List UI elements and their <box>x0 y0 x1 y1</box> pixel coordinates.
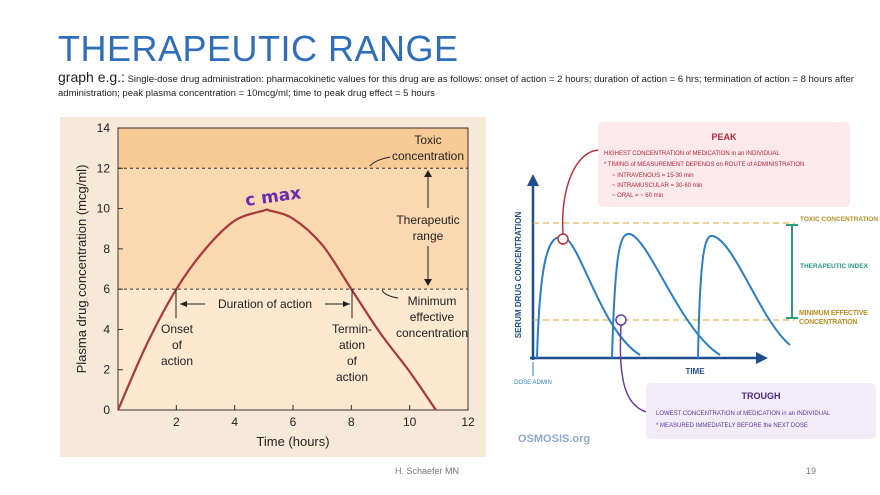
x-tick-label: 2 <box>173 415 180 429</box>
x-tick-label: 4 <box>231 415 238 429</box>
y-tick-label: 0 <box>103 403 110 417</box>
trough-marker <box>615 314 627 326</box>
trough-details: LOWEST CONCENTRATION of MEDICATION in an… <box>656 411 832 429</box>
therapeutic-index-label: THERAPEUTIC INDEX <box>800 263 869 270</box>
x-axis-label: Time (hours) <box>256 434 329 449</box>
zone-band <box>118 168 468 290</box>
x-tick-label: 6 <box>290 415 297 429</box>
x-axis-label: TIME <box>685 367 705 376</box>
y-tick-label: 4 <box>103 322 110 336</box>
peak-marker <box>557 233 569 245</box>
arrowhead-down <box>424 279 432 286</box>
toxic-pointer <box>369 156 391 167</box>
therapeutic-label: Therapeutic range <box>396 213 459 243</box>
arrowhead-left <box>180 301 187 307</box>
zone-band <box>118 128 468 169</box>
x-tick-label: 10 <box>403 415 417 429</box>
peak-box <box>598 122 850 207</box>
page-number: 19 <box>806 466 817 476</box>
peak-details: HIGHEST CONCENTRATION of MEDICATION in a… <box>604 151 806 199</box>
duration-label: Duration of action <box>218 297 312 311</box>
trough-title: TROUGH <box>742 391 781 401</box>
y-axis-label: Plasma drug concentration (mcg/ml) <box>74 165 89 374</box>
x-axis-arrow <box>756 352 768 364</box>
slide-subtitle: graph e.g.: Single-dose drug administrat… <box>58 70 858 101</box>
y-axis-label: SERUM DRUG CONCENTRATION <box>514 212 523 339</box>
trough-box <box>646 383 876 439</box>
duration-label-bg <box>205 297 325 311</box>
peak-title: PEAK <box>711 132 737 142</box>
osmosis-logo: OSMOSIS.org <box>518 433 590 445</box>
arrowhead-right <box>343 301 350 307</box>
dose-admin-label: DOSE ADMIN <box>514 380 552 386</box>
arrowhead-up <box>424 170 432 177</box>
y-tick-label: 14 <box>97 121 111 135</box>
trough-pointer <box>619 324 653 414</box>
x-tick-label: 12 <box>461 415 475 429</box>
termination-label: Termin-ation of action <box>332 322 372 384</box>
y-tick-label: 12 <box>97 161 111 175</box>
y-axis-arrow <box>527 174 539 186</box>
footer-author: H. Schaefer MN <box>395 466 460 476</box>
subtitle-lead: graph e.g.: <box>58 69 125 85</box>
onset-label: Onset of action <box>161 322 194 368</box>
y-tick-label: 8 <box>103 242 110 256</box>
y-tick-label: 10 <box>97 202 111 216</box>
toxic-label: TOXIC CONCENTRATION <box>800 216 878 223</box>
therapeutic-range-chart: 2 4 6 8 10 12 0 2 4 6 8 10 12 14 Duration of action O… <box>60 117 486 457</box>
toxic-label: Toxic concentration <box>392 133 464 163</box>
peak-pointer <box>561 149 601 235</box>
subtitle-text: Single-dose drug administration: pharmac… <box>58 74 854 99</box>
peak-trough-diagram: SERUM DRUG CONCENTRATION TIME DOSE ADMIN… <box>514 122 878 445</box>
mec-pointer <box>381 289 399 299</box>
serum-concentration-curve <box>536 232 791 359</box>
mec-label: MINIMUM EFFECTIVE CONCENTRATION <box>799 310 868 326</box>
x-tick-label: 8 <box>348 415 355 429</box>
mec-label: Minimum effective concentration <box>396 294 468 340</box>
y-tick-label: 2 <box>103 363 110 377</box>
y-tick-label: 6 <box>103 282 110 296</box>
slide-title: THERAPEUTIC RANGE <box>58 28 459 69</box>
